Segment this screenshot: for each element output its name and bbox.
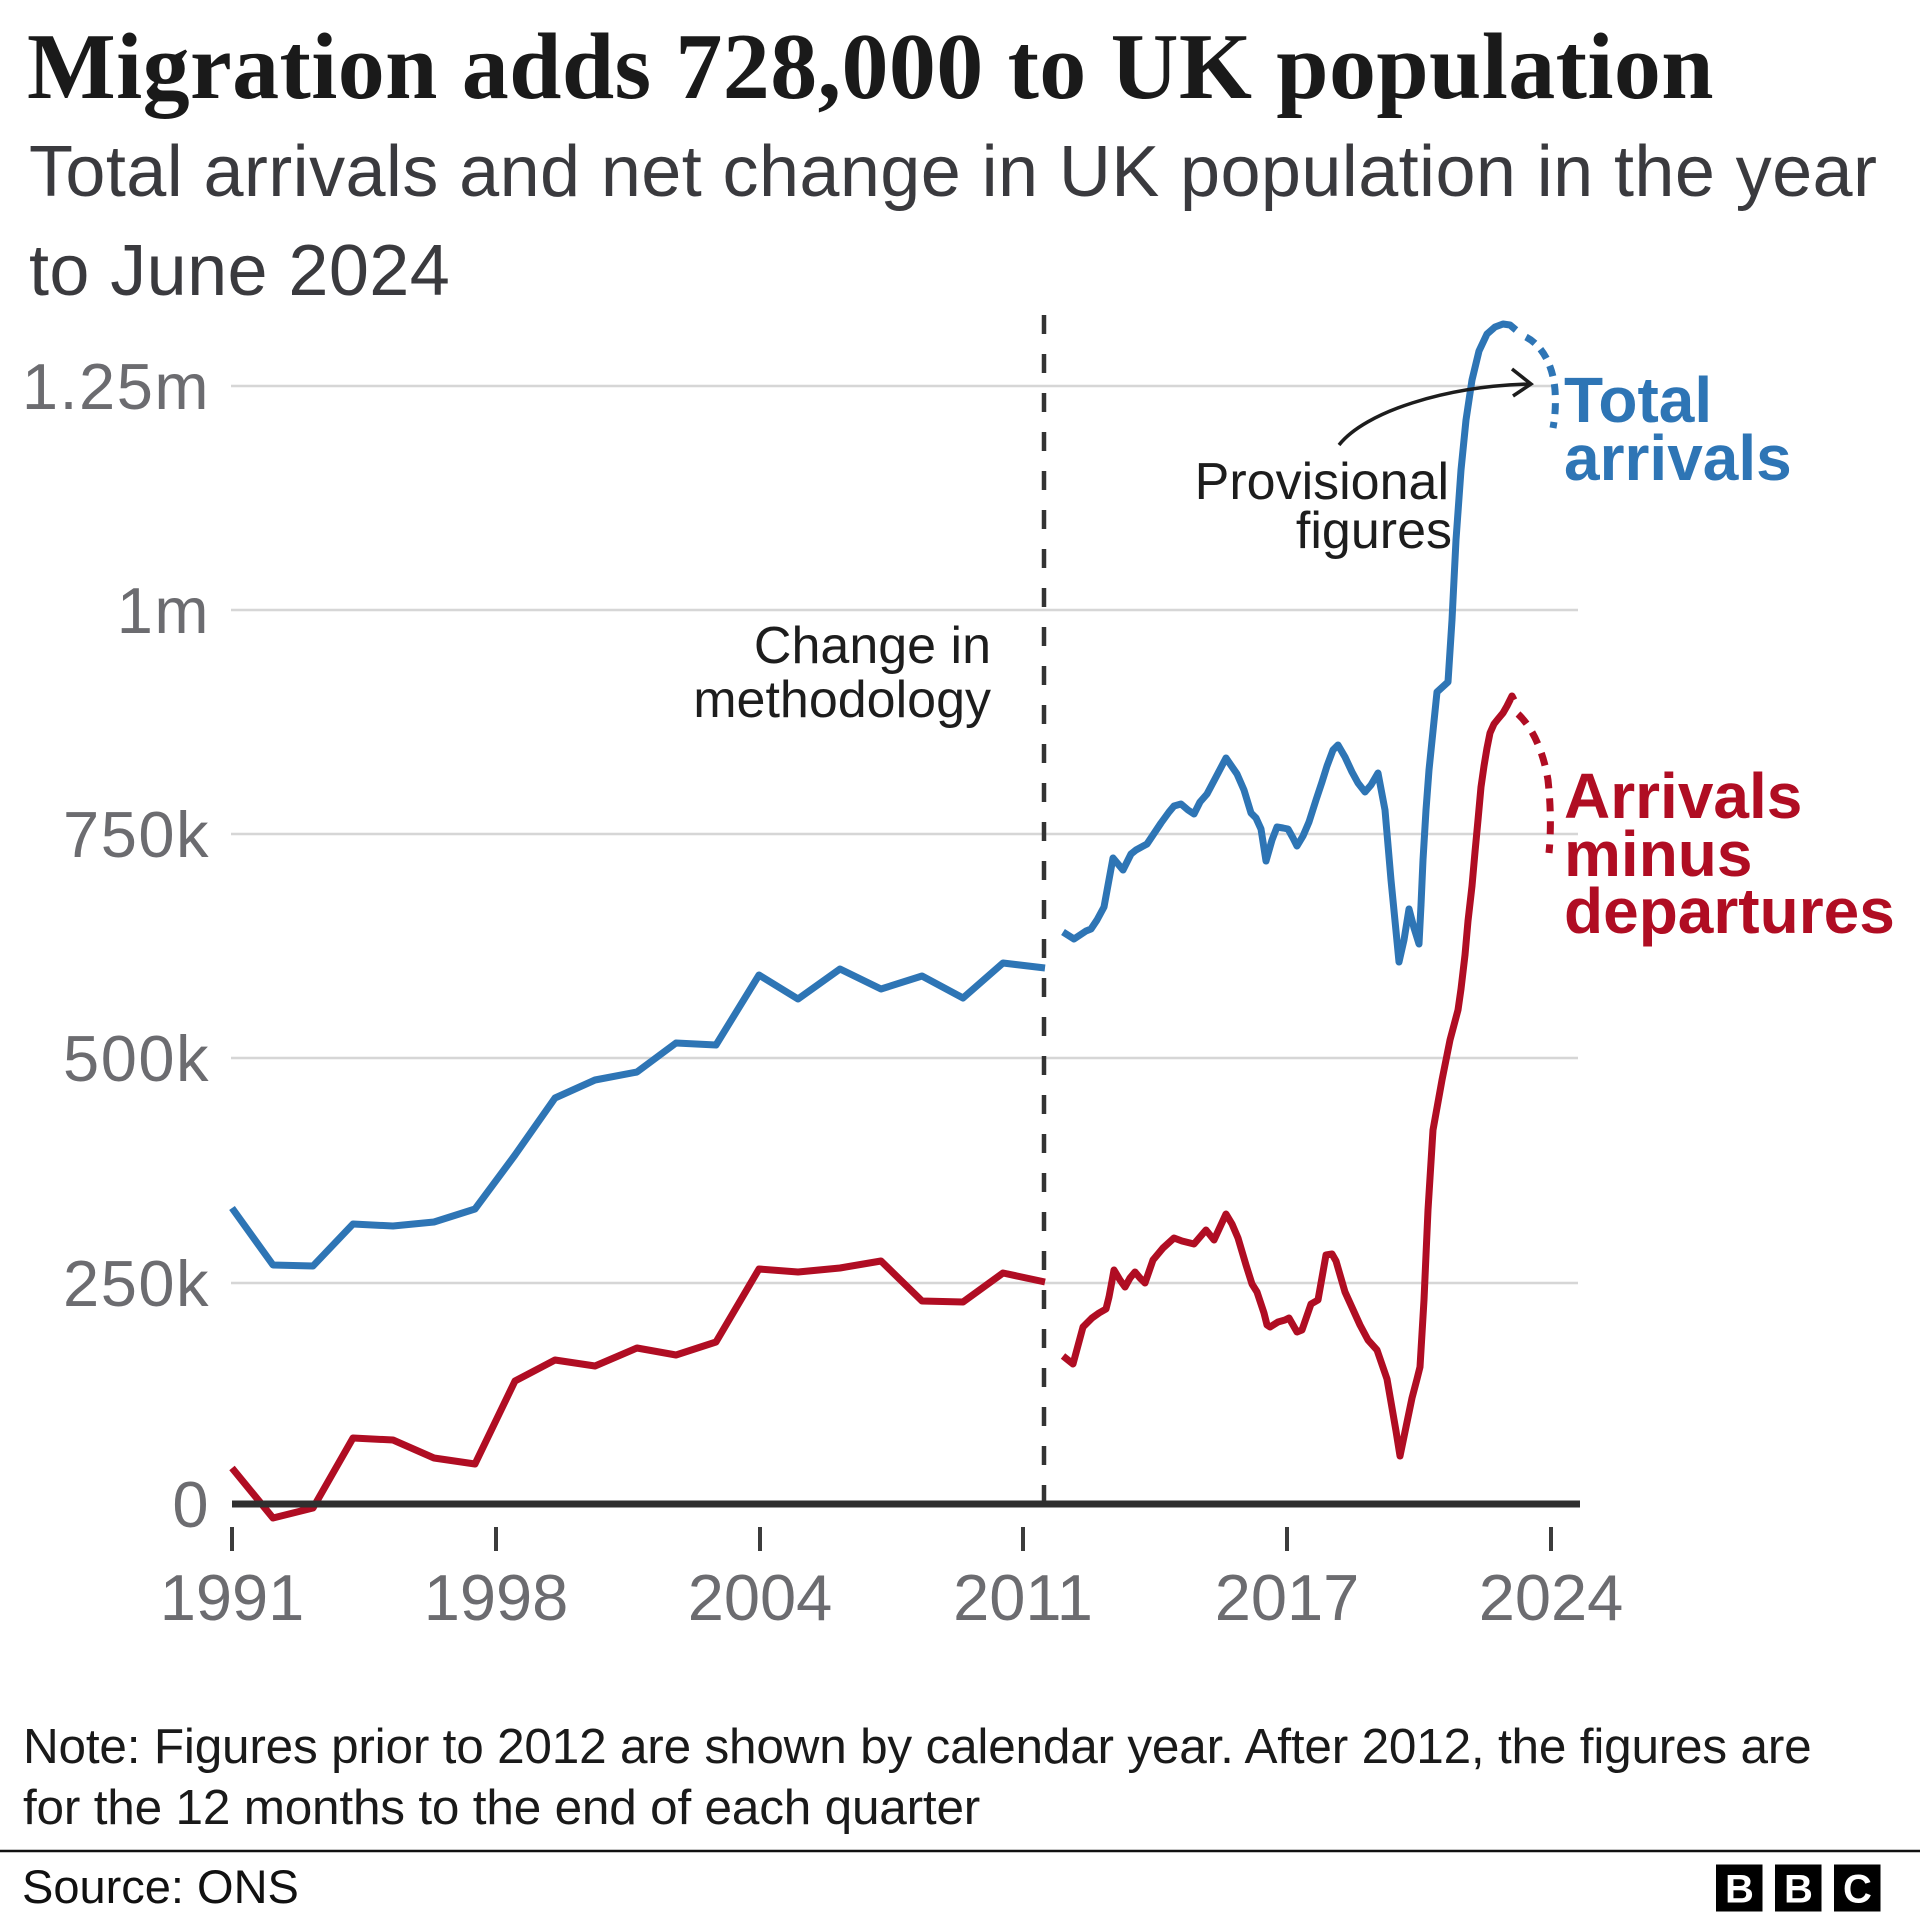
svg-text:to June 2024: to June 2024 — [29, 231, 450, 311]
svg-text:methodology: methodology — [693, 671, 991, 729]
svg-text:2017: 2017 — [1215, 1561, 1360, 1634]
svg-text:1991: 1991 — [160, 1561, 305, 1634]
svg-text:B: B — [1725, 1868, 1754, 1912]
svg-text:Source: ONS: Source: ONS — [22, 1860, 299, 1913]
svg-text:2024: 2024 — [1479, 1561, 1624, 1634]
svg-text:Note: Figures prior to 2012 ar: Note: Figures prior to 2012 are shown by… — [23, 1719, 1811, 1774]
svg-text:750k: 750k — [63, 798, 210, 871]
svg-text:1998: 1998 — [424, 1561, 569, 1634]
svg-text:Provisional: Provisional — [1195, 453, 1449, 511]
svg-text:2004: 2004 — [688, 1561, 833, 1634]
svg-text:B: B — [1784, 1868, 1813, 1912]
svg-text:1m: 1m — [117, 574, 210, 647]
svg-text:0: 0 — [172, 1468, 210, 1541]
svg-text:Total arrivals and net change: Total arrivals and net change in UK popu… — [29, 132, 1877, 212]
svg-text:Arrivals: Arrivals — [1564, 760, 1802, 832]
svg-text:figures: figures — [1296, 502, 1452, 560]
svg-text:Change in: Change in — [754, 617, 991, 675]
svg-text:C: C — [1843, 1868, 1872, 1912]
svg-text:departures: departures — [1564, 875, 1895, 947]
svg-text:Migration adds 728,000 to UK p: Migration adds 728,000 to UK population — [27, 15, 1714, 119]
svg-text:minus: minus — [1564, 818, 1752, 890]
svg-text:Total: Total — [1564, 364, 1712, 436]
svg-text:for the 12 months to the end o: for the 12 months to the end of each qua… — [23, 1780, 980, 1835]
svg-text:1.25m: 1.25m — [22, 350, 210, 423]
svg-text:2011: 2011 — [953, 1561, 1093, 1634]
svg-text:arrivals: arrivals — [1564, 422, 1792, 494]
svg-text:500k: 500k — [63, 1022, 210, 1095]
svg-text:250k: 250k — [63, 1247, 210, 1320]
